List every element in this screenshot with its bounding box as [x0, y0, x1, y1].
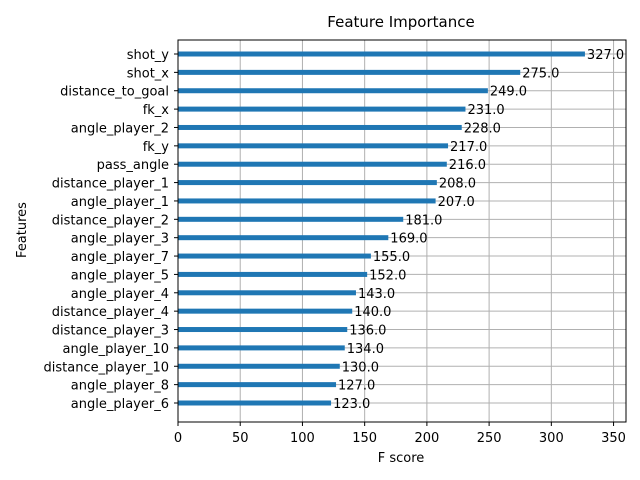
value-label: 249.0: [490, 85, 527, 100]
y-tick-label: angle_player_8: [71, 379, 169, 394]
y-tick-label: pass_angle: [97, 158, 169, 173]
value-label: 136.0: [349, 324, 386, 339]
y-tick-label: angle_player_4: [71, 287, 169, 302]
bar-fk_y: [178, 143, 449, 149]
value-label: 181.0: [405, 213, 442, 228]
bar-distance_player_1: [178, 180, 437, 186]
value-label: 208.0: [439, 177, 476, 192]
value-label: 127.0: [338, 379, 375, 394]
x-tick-label: 300: [539, 431, 564, 446]
y-tick-label: distance_player_2: [52, 213, 169, 228]
bar-distance_player_10: [178, 363, 340, 369]
bar-layer: [178, 51, 585, 406]
value-label: 275.0: [522, 66, 559, 81]
y-tick-label: shot_y: [127, 48, 170, 63]
bar-distance_to_goal: [178, 88, 488, 94]
y-axis-label: Features: [15, 202, 30, 258]
chart-title: Feature Importance: [327, 13, 474, 31]
bar-angle_player_6: [178, 400, 332, 406]
value-label: 217.0: [450, 140, 487, 155]
y-tick-label: angle_player_1: [71, 195, 169, 210]
y-tick-label: distance_player_10: [44, 360, 170, 375]
x-tick-label: 150: [352, 431, 377, 446]
value-label: 216.0: [449, 158, 486, 173]
value-label-layer: 327.0 275.0 249.0 231.0 228.0 217.0 216.0 208.0…: [333, 48, 624, 412]
bar-distance_player_2: [178, 216, 404, 222]
value-label: 140.0: [354, 305, 391, 320]
value-label: 207.0: [438, 195, 475, 210]
y-tick-label: angle_player_6: [71, 397, 169, 412]
value-label: 155.0: [373, 250, 410, 265]
x-tick-layer: 0 50 100 150 200 250 300 350: [174, 422, 626, 446]
x-tick-label: 100: [290, 431, 315, 446]
value-label: 134.0: [347, 342, 384, 357]
y-tick-label: distance_player_4: [52, 305, 169, 320]
plot-frame: [177, 39, 627, 423]
bar-shot_y: [178, 51, 585, 57]
y-tick-label: fk_y: [143, 140, 170, 155]
y-tick-layer: shot_y shot_x distance_to_goal fk_x angle_pl…: [44, 48, 178, 412]
x-tick-label: 200: [414, 431, 439, 446]
value-label: 231.0: [467, 103, 504, 118]
value-label: 130.0: [342, 360, 379, 375]
value-label: 123.0: [333, 397, 370, 412]
bar-angle_player_4: [178, 290, 356, 296]
y-tick-label: angle_player_3: [71, 232, 169, 247]
y-tick-label: angle_player_10: [63, 342, 169, 357]
x-tick-label: 250: [477, 431, 502, 446]
y-tick-label: shot_x: [127, 66, 170, 81]
value-label: 228.0: [464, 121, 501, 136]
bar-distance_player_4: [178, 308, 353, 314]
bar-angle_player_7: [178, 253, 371, 259]
x-tick-label: 350: [601, 431, 626, 446]
y-tick-label: angle_player_2: [71, 121, 169, 136]
value-label: 143.0: [358, 287, 395, 302]
bar-angle_player_8: [178, 382, 337, 388]
bar-angle_player_2: [178, 124, 462, 130]
x-tick-label: 50: [232, 431, 249, 446]
y-tick-label: angle_player_5: [71, 268, 169, 283]
value-label: 152.0: [369, 268, 406, 283]
bar-pass_angle: [178, 161, 447, 167]
bar-distance_player_3: [178, 327, 348, 333]
bar-fk_x: [178, 106, 466, 112]
y-tick-label: distance_player_3: [52, 324, 169, 339]
value-label: 327.0: [587, 48, 624, 63]
y-tick-label: distance_player_1: [52, 177, 169, 192]
bar-angle_player_1: [178, 198, 436, 204]
bar-angle_player_3: [178, 235, 389, 241]
x-axis-label: F score: [378, 451, 425, 466]
y-tick-label: distance_to_goal: [60, 85, 169, 100]
value-label: 169.0: [390, 232, 427, 247]
bar-angle_player_5: [178, 271, 368, 277]
bar-angle_player_10: [178, 345, 345, 351]
x-tick-label: 0: [174, 431, 182, 446]
y-tick-label: fk_x: [143, 103, 170, 118]
bar-shot_x: [178, 69, 521, 75]
y-tick-label: angle_player_7: [71, 250, 169, 265]
